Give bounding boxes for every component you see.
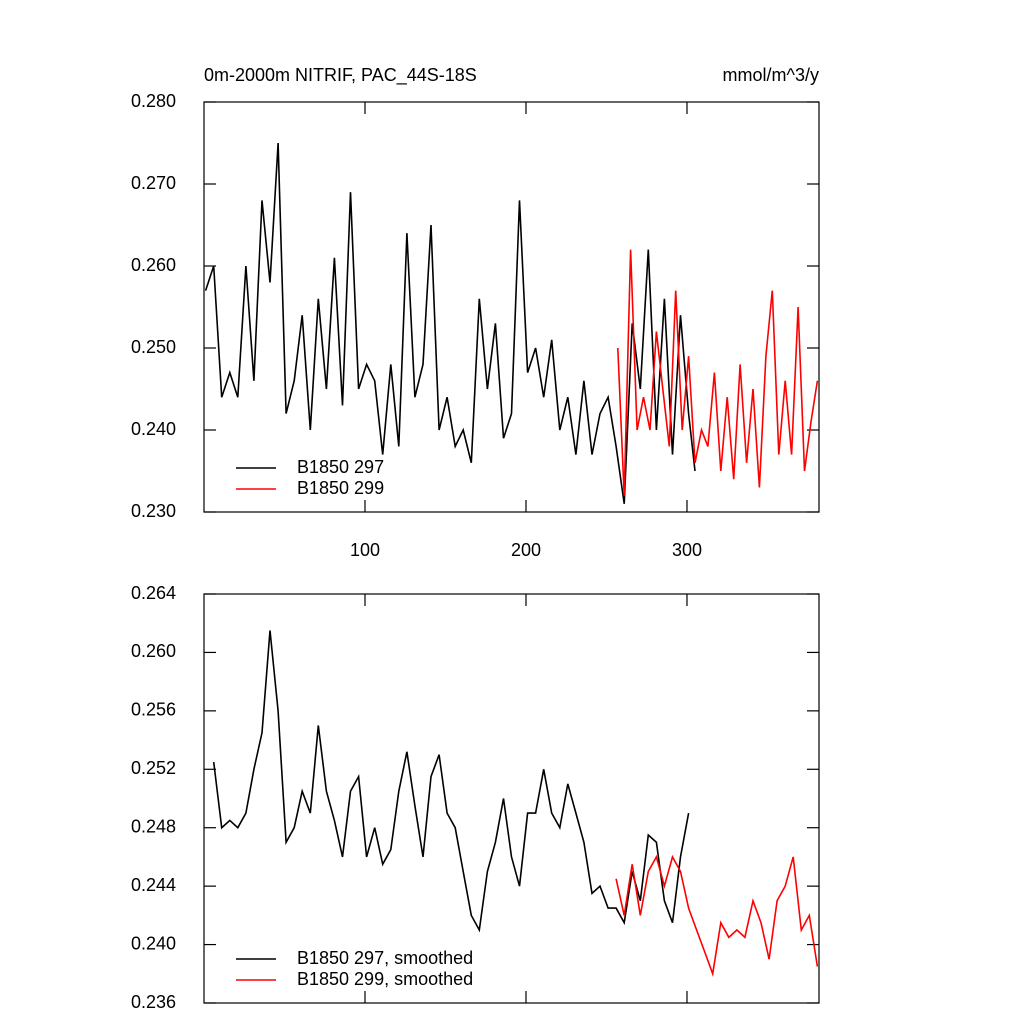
chart-title: 0m-2000m NITRIF, PAC_44S-18S	[204, 65, 477, 86]
y-tick-label: 0.250	[131, 337, 176, 357]
data-line	[615, 854, 819, 977]
units-label: mmol/m^3/y	[723, 65, 819, 85]
x-tick-label: 300	[672, 540, 702, 560]
legend-label: B1850 299	[297, 478, 384, 498]
x-tick-label: 200	[511, 540, 541, 560]
y-tick-label: 0.270	[131, 173, 176, 193]
y-tick-label: 0.236	[131, 992, 176, 1012]
y-tick-label: 0.280	[131, 91, 176, 111]
y-tick-label: 0.240	[131, 419, 176, 439]
y-tick-label: 0.244	[131, 875, 176, 895]
x-tick-label: 100	[350, 540, 380, 560]
legend-label: B1850 297	[297, 457, 384, 477]
y-tick-label: 0.264	[131, 583, 176, 603]
legend-label: B1850 299, smoothed	[297, 969, 473, 989]
y-tick-label: 0.252	[131, 758, 176, 778]
plot-frame	[203, 593, 820, 1004]
y-tick-label: 0.256	[131, 700, 176, 720]
y-tick-label: 0.230	[131, 501, 176, 521]
data-line	[204, 142, 696, 504]
data-line	[617, 249, 819, 496]
plot-frame	[203, 101, 820, 513]
y-tick-label: 0.240	[131, 933, 176, 953]
y-tick-label: 0.248	[131, 816, 176, 836]
y-tick-label: 0.260	[131, 255, 176, 275]
data-line	[212, 630, 690, 933]
legend-label: B1850 297, smoothed	[297, 948, 473, 968]
y-tick-label: 0.260	[131, 641, 176, 661]
